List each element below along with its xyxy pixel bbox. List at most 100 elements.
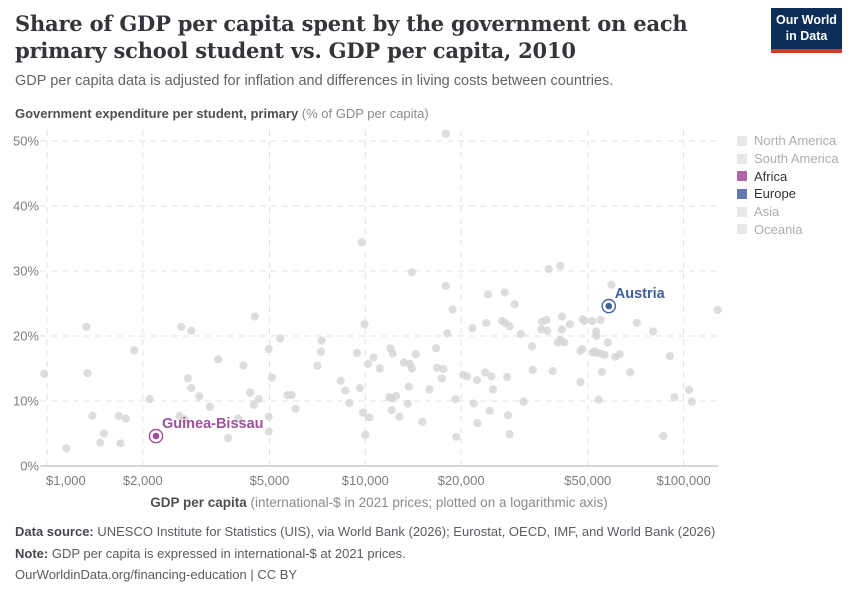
scatter-point[interactable] — [254, 395, 263, 404]
scatter-point[interactable] — [341, 386, 350, 395]
legend-item-north-america[interactable]: North America — [737, 132, 839, 150]
scatter-point[interactable] — [96, 438, 105, 447]
scatter-point[interactable] — [407, 364, 416, 373]
scatter-point[interactable] — [543, 326, 552, 335]
scatter-point[interactable] — [503, 372, 512, 381]
scatter-point[interactable] — [469, 399, 478, 408]
scatter-point[interactable] — [659, 432, 668, 441]
scatter-point[interactable] — [516, 329, 525, 339]
scatter-point[interactable] — [375, 364, 384, 373]
scatter-point[interactable] — [145, 395, 154, 404]
scatter-point[interactable] — [597, 367, 607, 376]
scatter-point[interactable] — [249, 400, 258, 409]
scatter-point[interactable] — [214, 355, 223, 364]
scatter-point[interactable] — [205, 402, 214, 411]
scatter-point[interactable] — [487, 372, 496, 381]
scatter-point[interactable] — [576, 378, 585, 387]
scatter-point[interactable] — [116, 439, 125, 448]
scatter-point[interactable] — [557, 312, 567, 321]
scatter-point[interactable] — [239, 361, 248, 370]
scatter-point[interactable] — [482, 318, 491, 328]
scatter-point[interactable] — [411, 350, 420, 359]
scatter-point[interactable] — [313, 361, 322, 370]
scatter-point[interactable] — [468, 324, 477, 333]
scatter-point[interactable] — [355, 383, 364, 393]
scatter-point[interactable] — [425, 385, 434, 394]
scatter-point[interactable] — [336, 376, 345, 385]
scatter-point[interactable] — [352, 348, 362, 357]
scatter-point[interactable] — [596, 315, 605, 324]
scatter-point[interactable] — [632, 318, 641, 328]
scatter-point[interactable] — [649, 327, 658, 336]
scatter-point[interactable] — [62, 444, 71, 453]
scatter-point[interactable] — [472, 376, 481, 385]
scatter-point[interactable] — [264, 344, 273, 354]
scatter-point[interactable] — [537, 325, 546, 334]
scatter-point[interactable] — [611, 352, 620, 361]
scatter-point[interactable] — [500, 288, 509, 297]
scatter-point[interactable] — [177, 322, 186, 331]
scatter-point[interactable] — [317, 336, 326, 345]
scatter-point[interactable] — [359, 408, 368, 417]
scatter-point[interactable] — [287, 391, 296, 400]
scatter-point[interactable] — [441, 129, 450, 138]
scatter-point[interactable] — [473, 419, 482, 428]
scatter-point[interactable] — [345, 398, 354, 407]
scatter-point[interactable] — [510, 300, 519, 309]
scatter-point[interactable] — [267, 373, 276, 382]
scatter-point[interactable] — [395, 412, 404, 421]
scatter-point[interactable] — [441, 281, 450, 291]
scatter-point[interactable] — [357, 238, 366, 247]
scatter-point[interactable] — [481, 368, 490, 377]
scatter-point[interactable] — [483, 290, 493, 299]
scatter-point[interactable] — [369, 353, 378, 362]
scatter-point[interactable] — [99, 429, 109, 438]
scatter-point[interactable] — [432, 363, 442, 372]
scatter-point[interactable] — [361, 430, 370, 439]
scatter-point[interactable] — [404, 382, 413, 391]
scatter-point[interactable] — [88, 411, 97, 420]
scatter-point[interactable] — [600, 350, 609, 359]
scatter-point[interactable] — [560, 338, 569, 347]
scatter-point[interactable] — [542, 315, 551, 324]
scatter-point[interactable] — [505, 322, 514, 331]
scatter-point[interactable] — [418, 417, 427, 426]
scatter-point[interactable] — [670, 393, 679, 402]
scatter-point[interactable] — [452, 432, 461, 441]
legend-item-oceania[interactable]: Oceania — [737, 220, 839, 238]
license-line[interactable]: OurWorldinData.org/financing-education |… — [15, 567, 298, 582]
scatter-point[interactable] — [363, 359, 373, 368]
legend-item-south-america[interactable]: South America — [737, 150, 839, 168]
scatter-point[interactable] — [448, 305, 457, 314]
scatter-point[interactable] — [576, 346, 585, 355]
scatter-point[interactable] — [713, 305, 722, 315]
scatter-point[interactable] — [544, 264, 553, 274]
scatter-point[interactable] — [437, 374, 446, 383]
scatter-point[interactable] — [130, 346, 139, 355]
legend-item-asia[interactable]: Asia — [737, 203, 839, 221]
scatter-point[interactable] — [82, 322, 91, 331]
scatter-point[interactable] — [665, 352, 674, 361]
scatter-point[interactable] — [687, 397, 696, 406]
scatter-point[interactable] — [195, 392, 204, 401]
scatter-point[interactable] — [519, 397, 528, 406]
scatter-point[interactable] — [264, 427, 273, 436]
scatter-point[interactable] — [403, 399, 412, 408]
scatter-point[interactable] — [83, 369, 92, 378]
scatter-point[interactable] — [557, 325, 567, 334]
scatter-point[interactable] — [246, 388, 255, 397]
austria-point[interactable] — [605, 302, 613, 310]
scatter-point[interactable] — [451, 395, 460, 404]
austria-label[interactable]: Austria — [615, 286, 666, 302]
scatter-point[interactable] — [291, 404, 300, 413]
scatter-point[interactable] — [463, 372, 472, 381]
scatter-point[interactable] — [276, 334, 285, 343]
legend-item-africa[interactable]: Africa — [737, 167, 839, 185]
scatter-point[interactable] — [250, 312, 259, 321]
scatter-point[interactable] — [588, 316, 597, 326]
scatter-point[interactable] — [360, 320, 369, 329]
scatter-point[interactable] — [365, 413, 374, 422]
scatter-point[interactable] — [528, 365, 537, 374]
scatter-point[interactable] — [387, 406, 396, 415]
scatter-point[interactable] — [388, 349, 397, 358]
